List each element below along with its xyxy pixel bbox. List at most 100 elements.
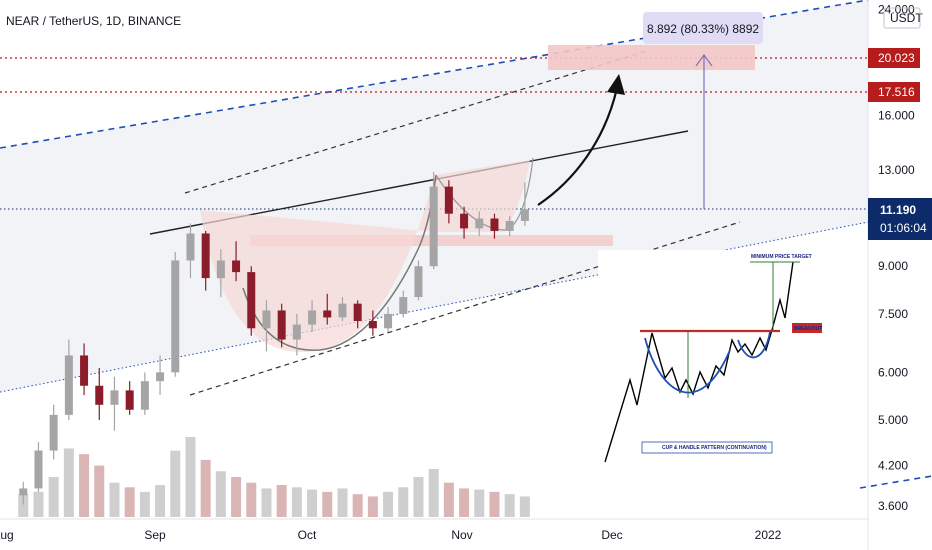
volume-bar bbox=[79, 454, 90, 517]
candle-body bbox=[201, 233, 210, 279]
candle-body bbox=[49, 414, 58, 451]
price-tick-label: 7.500 bbox=[878, 307, 908, 321]
candle-body bbox=[80, 355, 89, 386]
candle-body bbox=[110, 390, 119, 405]
price-tick-label: 24.000 bbox=[878, 3, 915, 17]
inset-handle-curve bbox=[737, 331, 771, 359]
volume-bar bbox=[109, 482, 120, 517]
candle-body bbox=[64, 355, 73, 415]
volume-bar bbox=[18, 494, 29, 517]
candle-body bbox=[353, 303, 362, 322]
inset-breakout-box bbox=[792, 323, 822, 333]
projection-arrow bbox=[537, 87, 619, 206]
time-tick-label: Nov bbox=[451, 528, 472, 542]
volume-bar bbox=[155, 485, 166, 517]
time-tick-label: Sep bbox=[144, 528, 166, 542]
volume-bar bbox=[200, 459, 211, 517]
volume-bar bbox=[63, 448, 74, 517]
volume-bar bbox=[504, 494, 515, 517]
target-zone bbox=[548, 45, 755, 70]
candle-body bbox=[277, 310, 286, 340]
candle-body bbox=[384, 313, 393, 329]
candle-body bbox=[292, 324, 301, 340]
candle-body bbox=[34, 450, 43, 489]
time-tick-label: Oct bbox=[298, 528, 317, 542]
candle-body bbox=[429, 186, 438, 267]
measure-label: 8.892 (80.33%) 8892 bbox=[647, 22, 759, 36]
countdown-label: 01:06:04 bbox=[880, 221, 927, 235]
candle-body bbox=[232, 260, 241, 273]
volume-bar bbox=[48, 477, 59, 517]
candle-body bbox=[520, 209, 529, 221]
volume-bar bbox=[352, 494, 363, 517]
candlestick-series bbox=[19, 172, 529, 505]
projection-arrowhead bbox=[607, 74, 625, 95]
currency-label[interactable]: USDT bbox=[890, 11, 923, 25]
price-level-tag-label: 20.023 bbox=[878, 51, 915, 65]
candle-body bbox=[247, 272, 256, 329]
annotation-layer: 8.892 (80.33%) 8892 bbox=[537, 12, 763, 209]
inset-cup-curve bbox=[644, 337, 731, 394]
inset-caption: CUP & HANDLE PATTERN (CONTINUATION) bbox=[662, 445, 767, 451]
candle-body bbox=[140, 381, 149, 410]
inner-channel-top bbox=[184, 49, 651, 194]
candle-body bbox=[399, 297, 408, 314]
outer-channel-top bbox=[0, 0, 869, 149]
volume-bars bbox=[18, 437, 530, 517]
candle-body bbox=[171, 260, 180, 373]
volume-bar bbox=[307, 489, 318, 517]
candle-body bbox=[262, 310, 271, 329]
volume-bar bbox=[413, 477, 424, 517]
volume-bar bbox=[489, 491, 500, 517]
candle-body bbox=[125, 390, 134, 410]
price-tick-label: 6.000 bbox=[878, 365, 908, 379]
volume-bar bbox=[276, 485, 287, 517]
axes: NEAR / TetherUS, 1D, BINANCE USDT 3.600 4… bbox=[0, 3, 923, 542]
measure-arrowhead bbox=[695, 53, 713, 67]
inset-breakout-label: BREAKOUT bbox=[794, 326, 822, 332]
price-tick-label: 4.200 bbox=[878, 459, 908, 473]
volume-bar bbox=[443, 482, 454, 517]
price-tick-label: 5.000 bbox=[878, 413, 908, 427]
candle-body bbox=[95, 385, 104, 405]
candle-body bbox=[323, 310, 332, 318]
candle-body bbox=[490, 218, 499, 231]
price-level-tag bbox=[868, 82, 920, 102]
candle-body bbox=[186, 233, 195, 261]
time-tick-label: Dec bbox=[601, 528, 622, 542]
candle-body bbox=[368, 321, 377, 329]
volume-bar bbox=[185, 437, 196, 517]
volume-bar bbox=[139, 491, 150, 517]
currency-button bbox=[883, 7, 921, 29]
volume-bar bbox=[215, 471, 226, 517]
price-tick-label: 16.000 bbox=[878, 109, 915, 123]
volume-bar bbox=[398, 487, 409, 517]
volume-bar bbox=[474, 489, 485, 517]
chart-title: NEAR / TetherUS, 1D, BINANCE bbox=[6, 14, 181, 28]
volume-bar bbox=[337, 488, 348, 517]
price-tags: 20.023 17.516 11.190 01:06:04 bbox=[868, 7, 932, 240]
current-price-tag bbox=[868, 198, 932, 240]
inset-panel bbox=[598, 250, 828, 474]
candle-body bbox=[475, 218, 484, 229]
price-tick-label: 3.600 bbox=[878, 499, 908, 513]
volume-bar bbox=[33, 491, 44, 517]
candle-body bbox=[505, 220, 514, 231]
price-tick-label: 13.000 bbox=[878, 163, 915, 177]
volume-bar bbox=[322, 491, 333, 517]
candle-body bbox=[216, 260, 225, 279]
measure-label-box bbox=[643, 12, 763, 44]
cup-and-handle-inset: CUP & HANDLE PATTERN (CONTINUATION) MINI… bbox=[598, 250, 828, 474]
candle-body bbox=[444, 186, 453, 214]
volume-bar bbox=[261, 488, 272, 517]
current-price-label: 11.190 bbox=[880, 203, 916, 217]
volume-bar bbox=[459, 488, 470, 517]
volume-bar bbox=[383, 491, 394, 517]
candle-body bbox=[460, 213, 469, 229]
volume-bar bbox=[170, 450, 181, 517]
outer-channel-lower bbox=[859, 475, 932, 489]
volume-bar bbox=[124, 487, 135, 517]
price-level-tag bbox=[868, 48, 920, 68]
inset-target-label: MINIMUM PRICE TARGET bbox=[751, 254, 812, 260]
